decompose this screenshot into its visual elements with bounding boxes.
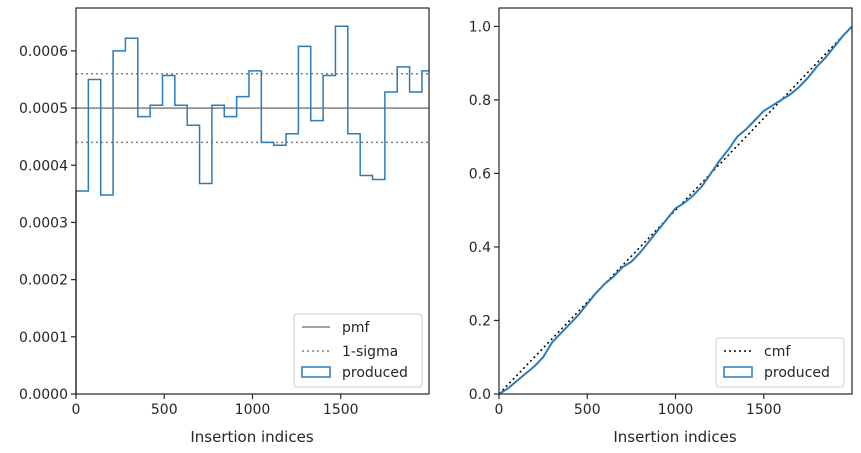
left-x-tick-label: 500 [151,402,178,418]
legend-produced-swatch [301,366,331,378]
right-y-tick-label: 0.0 [469,387,491,403]
right-y-tick-label: 0.2 [469,313,491,329]
left-y-tick-label: 0.0001 [19,330,68,346]
left-y-tick-label: 0.0002 [19,273,68,289]
left-x-tick-label: 1500 [323,402,359,418]
cmf-panel: 0 500 1000 1500 0.0 0.2 0.4 0.6 0.8 1.0 Insertio… [469,7,853,446]
left-legend: pmf 1-sigma produced [293,313,423,388]
right-x-tick-label: 1000 [658,402,694,418]
legend-cmf-label: cmf [764,344,791,360]
legend-sigma-label: 1-sigma [342,344,398,360]
left-x-axis-label: Insertion indices [190,428,313,446]
right-y-tick-label: 0.4 [469,240,491,256]
right-x-axis-label: Insertion indices [613,428,736,446]
left-y-tick-label: 0.0000 [19,387,68,403]
left-legend-box [293,313,423,388]
left-x-tick-label: 1000 [235,402,271,418]
left-y-ticks: 0.0000 0.0001 0.0002 0.0003 0.0004 0.0005 0.00… [19,44,76,403]
legend-produced-label: produced [342,365,408,381]
produced-cumulative-line [498,25,853,395]
pmf-panel: 0 500 1000 1500 0.00000.00010.00020.00030.0… [19,7,430,446]
right-y-tick-label: 0.8 [469,93,491,109]
produced-step-line [75,25,429,394]
left-y-tick-label: 0.0006 [19,44,68,60]
right-legend: cmf produced [715,337,845,388]
legend-pmf-label: pmf [342,320,371,336]
left-x-ticks: 0 500 1000 1500 [72,394,359,418]
right-x-tick-label: 500 [574,402,601,418]
right-y-ticks: 0.0 0.2 0.4 0.6 0.8 1.0 [469,19,499,403]
left-y-tick-label: 0.0004 [19,158,68,174]
left-y-tick-label: 0.0005 [19,101,68,117]
legend-produced-label-right: produced [764,365,830,381]
right-y-tick-label: 0.6 [469,166,491,182]
left-y-tick-label: 0.0003 [19,215,68,231]
right-x-ticks: 0 500 1000 1500 [495,394,782,418]
reference-lines [76,73,429,144]
legend-produced-swatch-right [723,366,753,378]
right-x-tick-label: 1500 [746,402,782,418]
right-legend-box [715,337,845,388]
left-x-tick-label: 0 [72,402,81,418]
right-y-tick-label: 1.0 [469,19,491,35]
right-x-tick-label: 0 [495,402,504,418]
